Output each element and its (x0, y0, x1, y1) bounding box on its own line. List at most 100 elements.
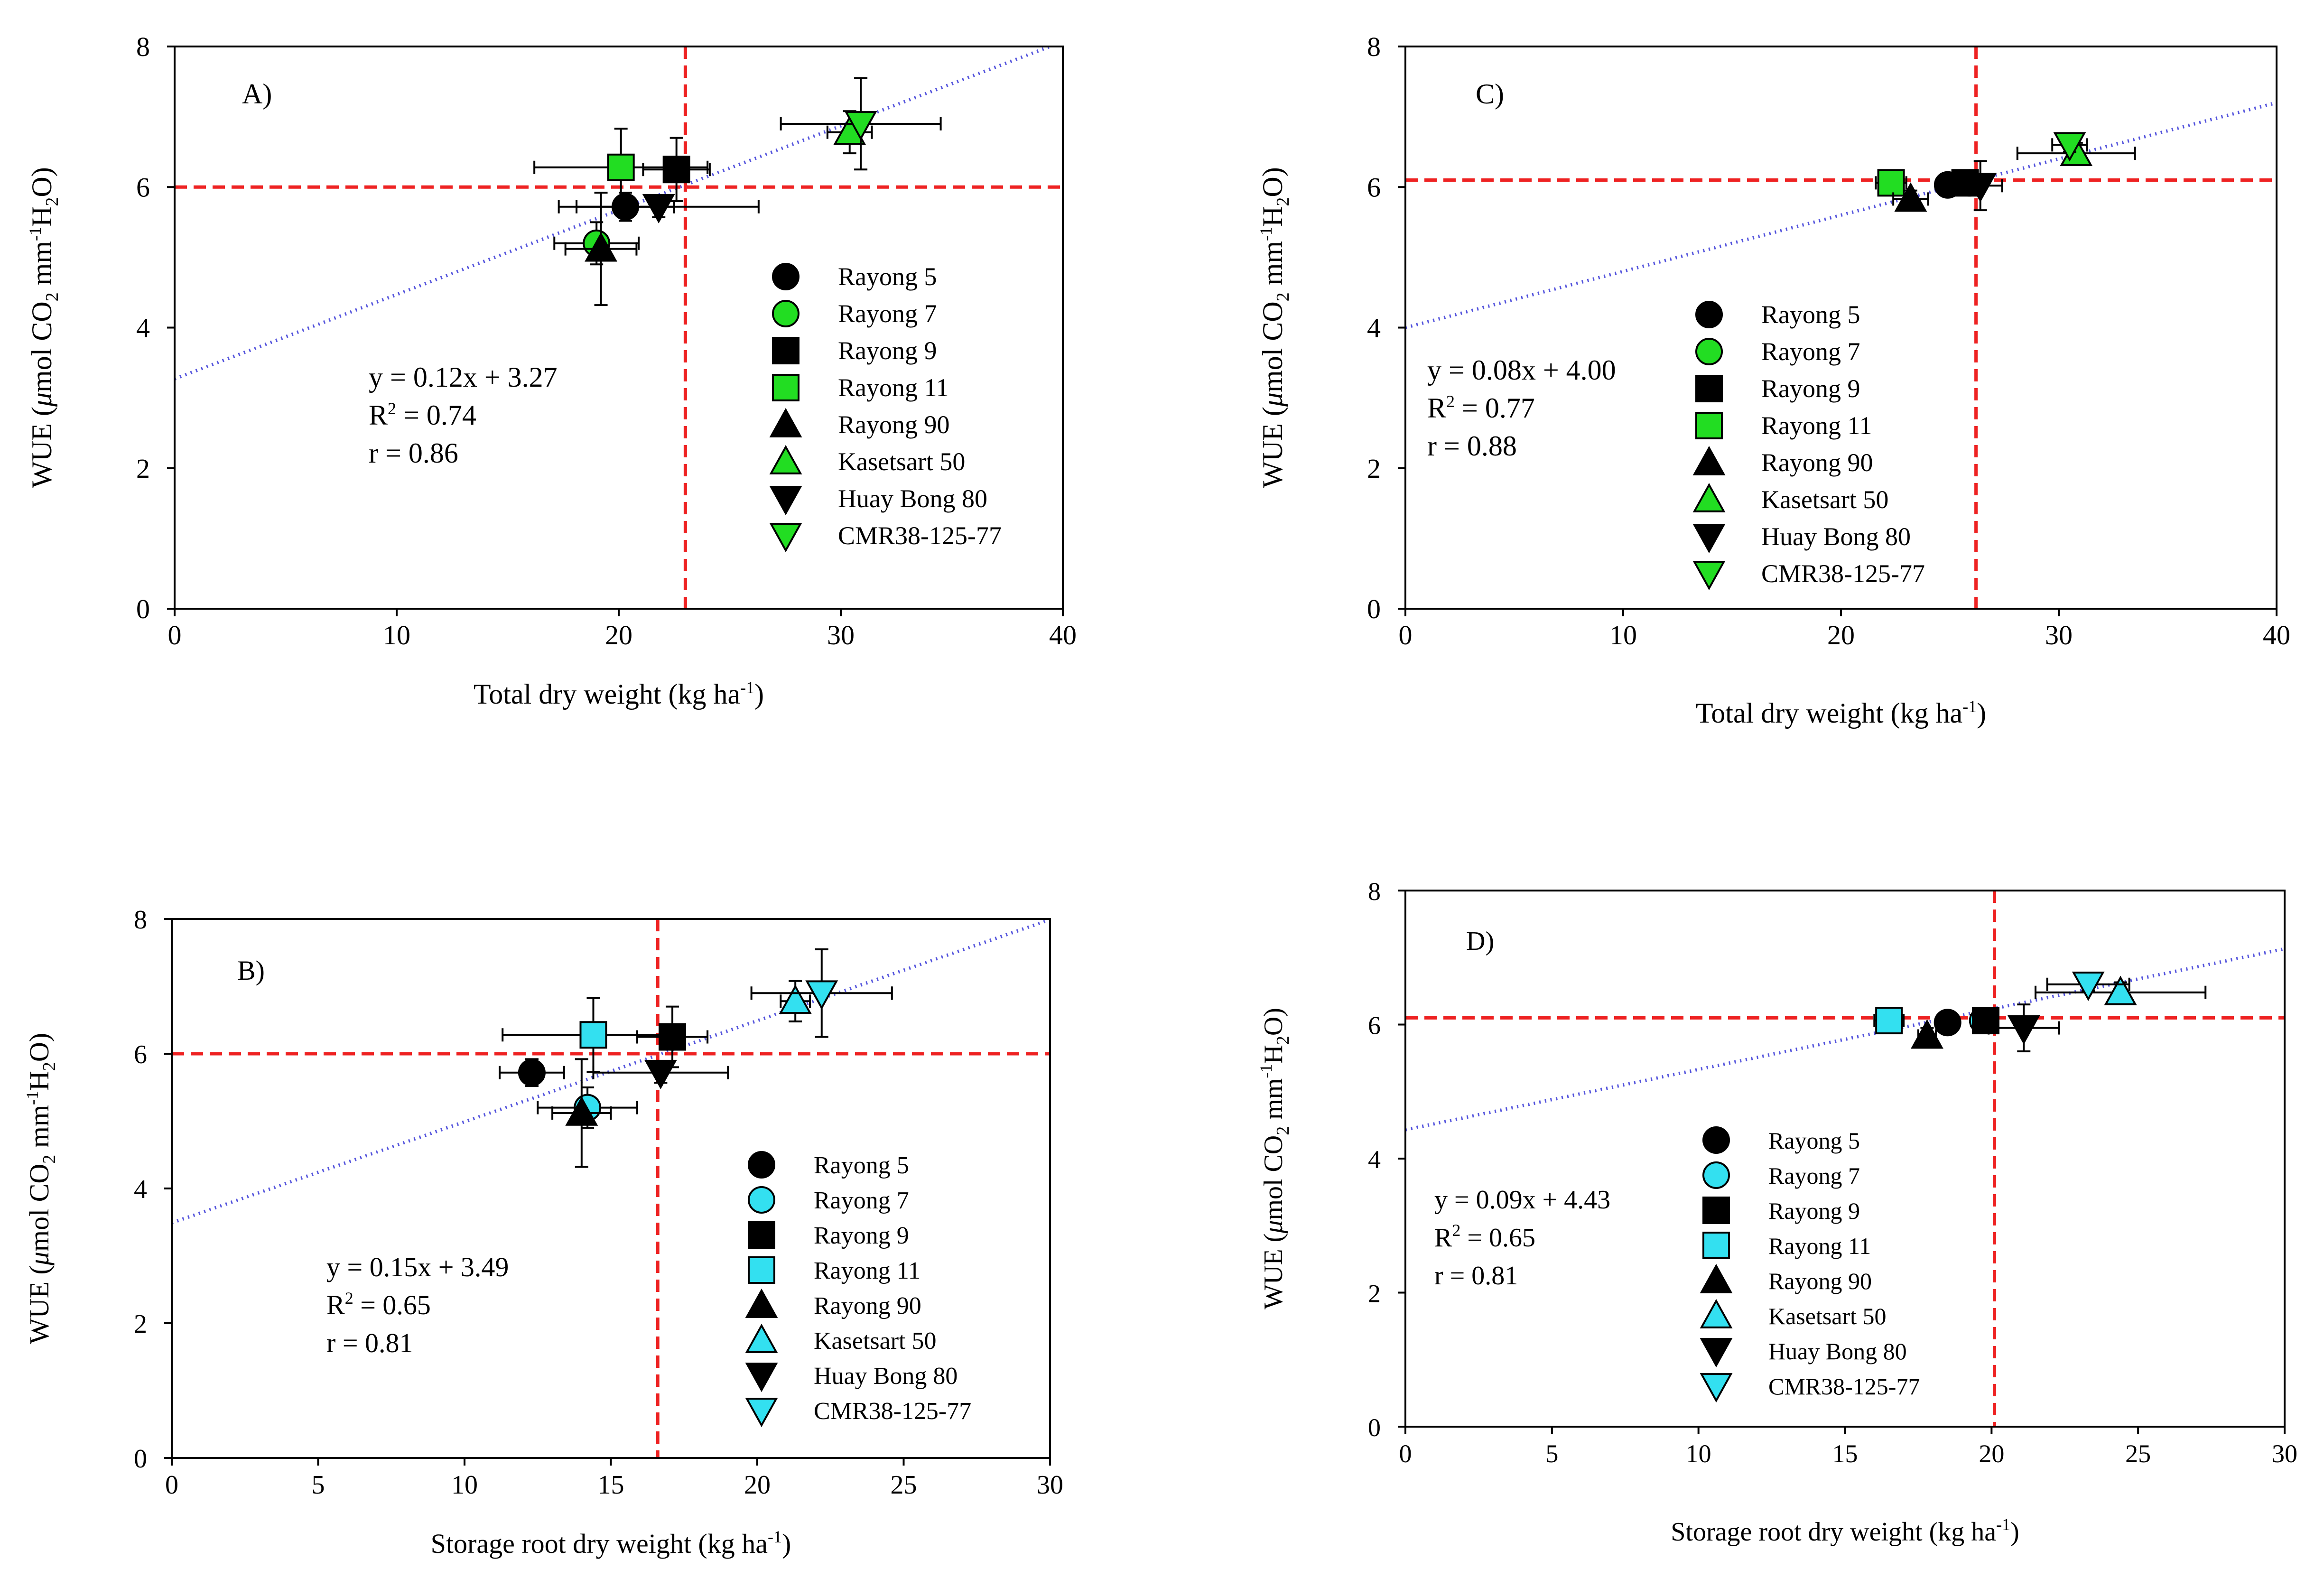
y-axis-label: WUE (μmol CO2 mm-1H2O) (23, 1033, 59, 1344)
x-tick-label: 40 (1049, 620, 1077, 650)
y-axis-label-part: WUE ( (24, 1265, 55, 1344)
regression-equation: y = 0.12x + 3.27 (369, 362, 558, 393)
data-point (1910, 1019, 1943, 1049)
x-tick-label: 10 (1609, 620, 1637, 650)
legend-marker (1695, 375, 1723, 402)
point-marker (2104, 975, 2137, 1005)
data-point (551, 1058, 612, 1168)
x-tick-label: 15 (1832, 1439, 1858, 1468)
legend-marker (745, 1288, 778, 1318)
y-axis-label-sub: 2 (1273, 197, 1293, 206)
legend-label: Rayong 5 (814, 1152, 909, 1179)
legend-item: Kasetsart 50 (1692, 483, 1888, 514)
y-axis-label-part: O) (1257, 167, 1288, 197)
legend-item: CMR38-125-77 (1700, 1373, 1920, 1403)
legend-item: Rayong 7 (772, 299, 937, 328)
legend-label: CMR38-125-77 (1768, 1373, 1920, 1400)
legend-label: Huay Bong 80 (1761, 522, 1911, 551)
data-point (499, 1058, 565, 1087)
point-marker (1910, 1019, 1943, 1049)
data-point (2046, 971, 2130, 1001)
legend-label: Rayong 11 (838, 373, 948, 402)
y-axis-label-part: mol CO (26, 301, 57, 392)
y-axis-label-part: H (1259, 1045, 1288, 1064)
point-marker (518, 1058, 546, 1086)
data-point (2034, 975, 2207, 1005)
legend-marker (1700, 1263, 1733, 1293)
y-axis-label-part: mol CO (1257, 301, 1288, 392)
legend-marker (745, 1323, 778, 1353)
legend-label: Rayong 90 (838, 410, 950, 439)
x-axis-label-end: ) (754, 678, 764, 710)
y-tick-label: 2 (1367, 453, 1381, 484)
y-tick-label: 2 (1368, 1280, 1381, 1308)
y-axis-label-part: mm (1259, 1078, 1288, 1126)
legend-marker (769, 523, 802, 553)
y-tick-label: 0 (1367, 594, 1381, 624)
legend-marker (772, 374, 799, 401)
trend-line (172, 919, 1050, 1225)
legend-marker (1702, 1197, 1730, 1224)
x-axis-label: Storage root dry weight (kg ha-1) (431, 1527, 791, 1559)
legend-item: Rayong 9 (1702, 1197, 1860, 1224)
x-tick-label: 30 (2045, 620, 2073, 650)
legend-marker (772, 263, 799, 290)
x-tick-label: 30 (2272, 1439, 2297, 1468)
legend-marker (1695, 301, 1723, 328)
legend-marker (748, 1186, 775, 1214)
legend-label: Kasetsart 50 (1768, 1303, 1887, 1329)
data-point (1971, 1007, 1999, 1035)
data-point (592, 1059, 729, 1089)
y-axis-label-sub: 2 (1273, 1036, 1293, 1045)
point-marker (1875, 1007, 1903, 1035)
data-points (533, 77, 942, 306)
data-point (558, 194, 760, 223)
legend-label: Rayong 5 (1761, 300, 1860, 329)
x-axis-label: Total dry weight (kg ha-1) (474, 678, 764, 710)
r-squared-value: = 0.74 (396, 399, 476, 431)
correlation-text: r = 0.88 (1427, 430, 1517, 462)
y-axis-label-part: H (1257, 206, 1288, 227)
y-tick-label: 8 (134, 905, 147, 935)
r-squared-sup: 2 (388, 399, 396, 418)
x-tick-label: 20 (744, 1470, 771, 1500)
r-squared-sup: 2 (1446, 392, 1455, 411)
legend-marker (1695, 338, 1723, 365)
regression-equation: y = 0.15x + 3.49 (326, 1252, 509, 1282)
x-tick-label: 5 (1545, 1439, 1558, 1468)
y-axis-label-part: WUE ( (1259, 1234, 1288, 1309)
legend-marker (1700, 1373, 1733, 1403)
legend-item: Rayong 11 (1695, 411, 1872, 440)
point-marker (1934, 1009, 1961, 1037)
point-marker (844, 111, 877, 141)
y-tick-label: 4 (1368, 1145, 1381, 1174)
y-axis-label-sub: 2 (1273, 1126, 1293, 1135)
panel-label: A) (242, 78, 272, 110)
legend: Rayong 5 Rayong 7 Rayong 9 Rayong 11 Rayong … (745, 1151, 971, 1428)
legend-item: Rayong 90 (745, 1288, 921, 1319)
legend-marker (748, 1221, 775, 1249)
point-marker (779, 984, 812, 1014)
data-point (564, 192, 638, 306)
x-tick-label: 10 (1686, 1439, 1711, 1468)
r-squared-value: = 0.65 (353, 1290, 431, 1320)
legend-item: CMR38-125-77 (745, 1398, 971, 1428)
panel-label: D) (1466, 927, 1494, 956)
legend-label: Rayong 7 (838, 299, 937, 328)
legend-label: Kasetsart 50 (1761, 485, 1888, 514)
y-axis-label: WUE (μmol CO2 mm-1H2O) (1256, 1008, 1293, 1309)
x-axis-label-sup: -1 (1962, 697, 1977, 716)
y-tick-label: 2 (134, 1309, 147, 1339)
legend-label: Rayong 7 (1761, 337, 1860, 366)
point-marker (1971, 1007, 1999, 1035)
x-axis-label-main: Storage root dry weight (kg ha (431, 1528, 768, 1559)
legend-marker (1692, 561, 1726, 591)
y-axis-label-part: O) (1259, 1008, 1288, 1036)
x-tick-label: 10 (451, 1470, 478, 1500)
legend-marker (1702, 1161, 1730, 1189)
legend-item: Huay Bong 80 (1692, 522, 1911, 554)
y-tick-label: 2 (136, 453, 150, 484)
